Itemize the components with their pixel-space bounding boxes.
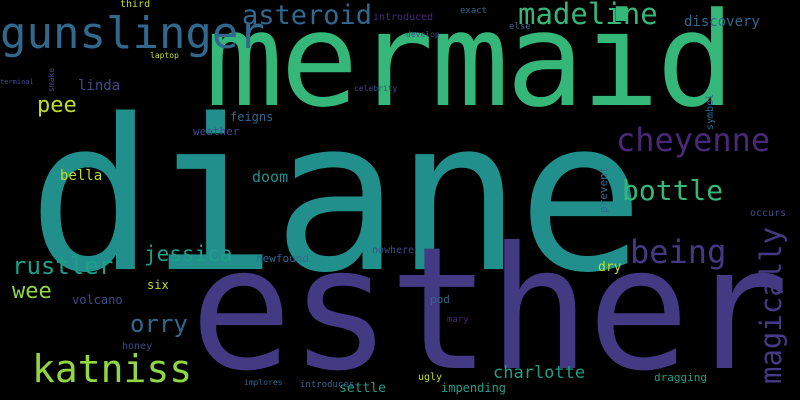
word-mermaid: mermaid	[205, 0, 735, 136]
word-newfound: newfound	[256, 252, 309, 265]
word-dry: dry	[598, 260, 622, 275]
word-magically: magically	[754, 226, 788, 384]
word-linda: linda	[78, 78, 121, 94]
word-implores: implores	[244, 378, 283, 387]
word-third: third	[120, 0, 151, 10]
word-discovery: discovery	[684, 14, 760, 30]
word-wee: wee	[12, 279, 52, 304]
word-jessica: jessica	[144, 242, 233, 266]
word-occurs: occurs	[750, 208, 787, 219]
word-exact: exact	[460, 6, 488, 16]
word-terminal: terminal	[0, 78, 34, 86]
word-volcano: volcano	[72, 293, 123, 307]
word-cheyenne: cheyenne	[616, 121, 771, 159]
word-gunslinger: gunslinger	[0, 8, 265, 59]
word-celebrity: celebrity	[354, 84, 398, 93]
word-introduces: introduces	[300, 380, 355, 390]
word-nowhere: nowhere	[372, 245, 415, 256]
word-weather: weather	[193, 125, 240, 138]
word-develop: develop	[406, 30, 440, 39]
word-katniss: katniss	[32, 347, 193, 391]
word-feigns: feigns	[230, 110, 274, 124]
word-rustler: rustler	[12, 252, 114, 280]
word-being: being	[630, 233, 727, 271]
word-laptop: laptop	[150, 51, 179, 60]
word-charlotte: charlotte	[493, 363, 586, 383]
word-smake: smake	[47, 67, 56, 92]
word-impending: impending	[441, 381, 507, 395]
word-doom: doom	[252, 168, 289, 186]
word-prevent: prevent	[597, 166, 610, 213]
word-asteroid: asteroid	[242, 0, 373, 31]
word-else: else	[509, 22, 531, 32]
word-diane: diane	[28, 74, 644, 319]
word-pee: pee	[37, 93, 77, 118]
word-madeline: madeline	[518, 0, 658, 31]
word-dragging: dragging	[654, 371, 707, 384]
word-bottle: bottle	[622, 174, 724, 207]
word-honey: honey	[122, 341, 153, 352]
word-ugly: ugly	[418, 372, 443, 383]
word-settle: settle	[339, 381, 386, 396]
word-esther: esther	[190, 211, 789, 400]
word-symbol: symbol	[705, 93, 716, 130]
word-mary: mary	[447, 315, 469, 325]
word-pod: pod	[430, 293, 450, 306]
word-introduced: introduced	[373, 12, 434, 23]
word-six: six	[147, 278, 169, 292]
word-bella: bella	[60, 168, 103, 184]
word-orry: orry	[130, 310, 188, 338]
